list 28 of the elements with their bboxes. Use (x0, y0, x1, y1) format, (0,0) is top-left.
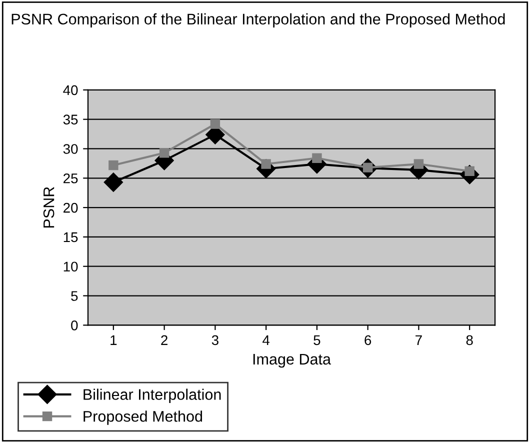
y-tick-label: 15 (64, 232, 78, 242)
point (104, 172, 123, 192)
x-tick-label: 2 (161, 335, 168, 345)
x-tick-label: 1 (110, 335, 117, 345)
x-tick-label: 8 (466, 335, 473, 346)
point (312, 153, 322, 164)
x-axis-title: Image Data (253, 354, 331, 368)
point (210, 119, 220, 129)
chart-title: PSNR Comparison of the Bilinear Interpolation and the Proposed Method (12, 13, 505, 28)
legend-label: Bilinear Interpolation (84, 388, 221, 403)
y-tick-label: 25 (64, 173, 78, 184)
legend-label: Proposed Method (84, 410, 202, 425)
point (108, 160, 118, 170)
y-tick-label: 10 (64, 262, 78, 272)
y-tick-label: 30 (63, 144, 78, 154)
x-tick-label: 5 (314, 335, 320, 346)
y-tick-label: 20 (64, 202, 78, 213)
x-tick-label: 7 (416, 335, 422, 345)
x-tick-label: 3 (212, 335, 218, 346)
point (414, 159, 424, 169)
y-tick-label: 0 (71, 320, 78, 330)
y-tick-label: 40 (63, 85, 78, 96)
point (159, 148, 170, 158)
y-axis-title: PSNR (43, 187, 54, 228)
y-tick-label: 35 (63, 114, 78, 124)
x-tick-label: 4 (262, 335, 270, 345)
y-tick-label: 5 (71, 291, 78, 301)
x-tick-label: 6 (364, 335, 372, 346)
